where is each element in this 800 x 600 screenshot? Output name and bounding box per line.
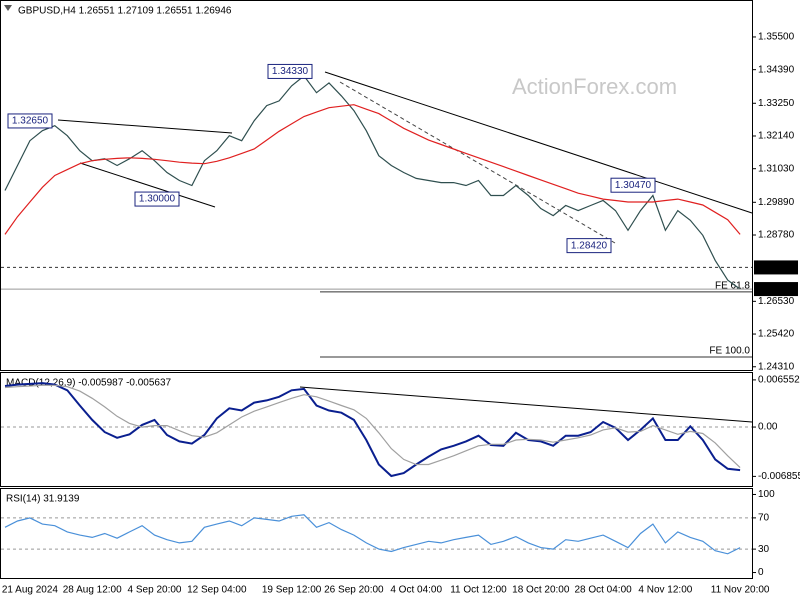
trendline <box>79 162 216 208</box>
panel-title: RSI(14) 31.9139 <box>6 494 80 505</box>
y-tick-label: 30 <box>758 544 770 555</box>
annotation-label: 1.30000 <box>139 194 176 205</box>
y-tick-label: 1.32140 <box>758 131 795 142</box>
series-line <box>4 384 741 469</box>
x-tick-label: 18 Oct 20:00 <box>512 585 570 596</box>
annotation-box <box>566 238 612 254</box>
y-tick-label: 70 <box>758 513 770 524</box>
y-tick-label: 0.006552 <box>758 375 800 386</box>
annotation-box <box>267 63 313 79</box>
y-tick-label: 1.25420 <box>758 329 795 340</box>
y-tick-label: 1.29890 <box>758 197 795 208</box>
x-tick-label: 4 Sep 20:00 <box>128 585 182 596</box>
fibo-label: FE 100.0 <box>709 346 750 357</box>
annotation-box <box>7 113 53 129</box>
price-box <box>754 282 798 297</box>
series-line <box>4 75 741 290</box>
panel-title: GBPUSD,H4 1.26551 1.27109 1.26551 1.2694… <box>18 6 232 17</box>
annotation-label: 1.28420 <box>571 240 608 251</box>
y-tick-label: 1.33250 <box>758 98 795 109</box>
price-box-label: 1.26946 <box>757 284 794 295</box>
annotation-box <box>610 177 656 193</box>
annotation-label: 1.30470 <box>615 180 652 191</box>
x-tick-label: 4 Oct 04:00 <box>390 585 442 596</box>
y-tick-label: 1.31030 <box>758 163 795 174</box>
trendline <box>57 119 233 134</box>
price-box-label: 1.27680 <box>757 262 794 273</box>
watermark: ActionForex.com <box>512 74 677 99</box>
y-tick-label: 100 <box>758 489 775 500</box>
x-tick-label: 19 Sep 12:00 <box>262 585 322 596</box>
x-tick-label: 11 Nov 20:00 <box>711 585 770 596</box>
series-line <box>4 514 741 555</box>
y-tick-label: 1.28780 <box>758 230 795 241</box>
x-tick-label: 28 Aug 12:00 <box>63 585 122 596</box>
series-line <box>4 382 741 478</box>
y-tick-label: 0.00 <box>758 422 778 433</box>
price-box <box>754 260 798 275</box>
x-tick-label: 26 Sep 20:00 <box>324 585 384 596</box>
x-tick-label: 28 Oct 04:00 <box>574 585 632 596</box>
annotation-label: 1.32650 <box>12 116 49 127</box>
rsi-panel <box>0 488 753 579</box>
fibo-label: FE 61.8 <box>715 281 750 292</box>
series-line <box>4 104 741 235</box>
y-tick-label: 0 <box>758 567 764 578</box>
annotation-label: 1.34330 <box>272 66 309 77</box>
annotation-box <box>134 191 180 207</box>
trendline <box>324 71 753 214</box>
y-tick-label: -0.006855 <box>758 471 800 482</box>
x-tick-label: 4 Nov 12:00 <box>638 585 692 596</box>
y-tick-label: 1.35500 <box>758 32 795 43</box>
price-panel <box>0 0 753 371</box>
panel-title: MACD(12,26,9) -0.005987 -0.005637 <box>6 378 172 389</box>
symbol-icon <box>4 5 12 11</box>
y-tick-label: 1.24310 <box>758 361 795 372</box>
y-tick-label: 1.34390 <box>758 64 795 75</box>
macd-panel <box>0 372 753 487</box>
x-tick-label: 21 Aug 2024 <box>2 585 59 596</box>
trendline <box>299 386 753 423</box>
x-tick-label: 11 Oct 12:00 <box>450 585 507 596</box>
x-tick-label: 12 Sep 04:00 <box>187 585 247 596</box>
y-tick-label: 1.26530 <box>758 296 795 307</box>
